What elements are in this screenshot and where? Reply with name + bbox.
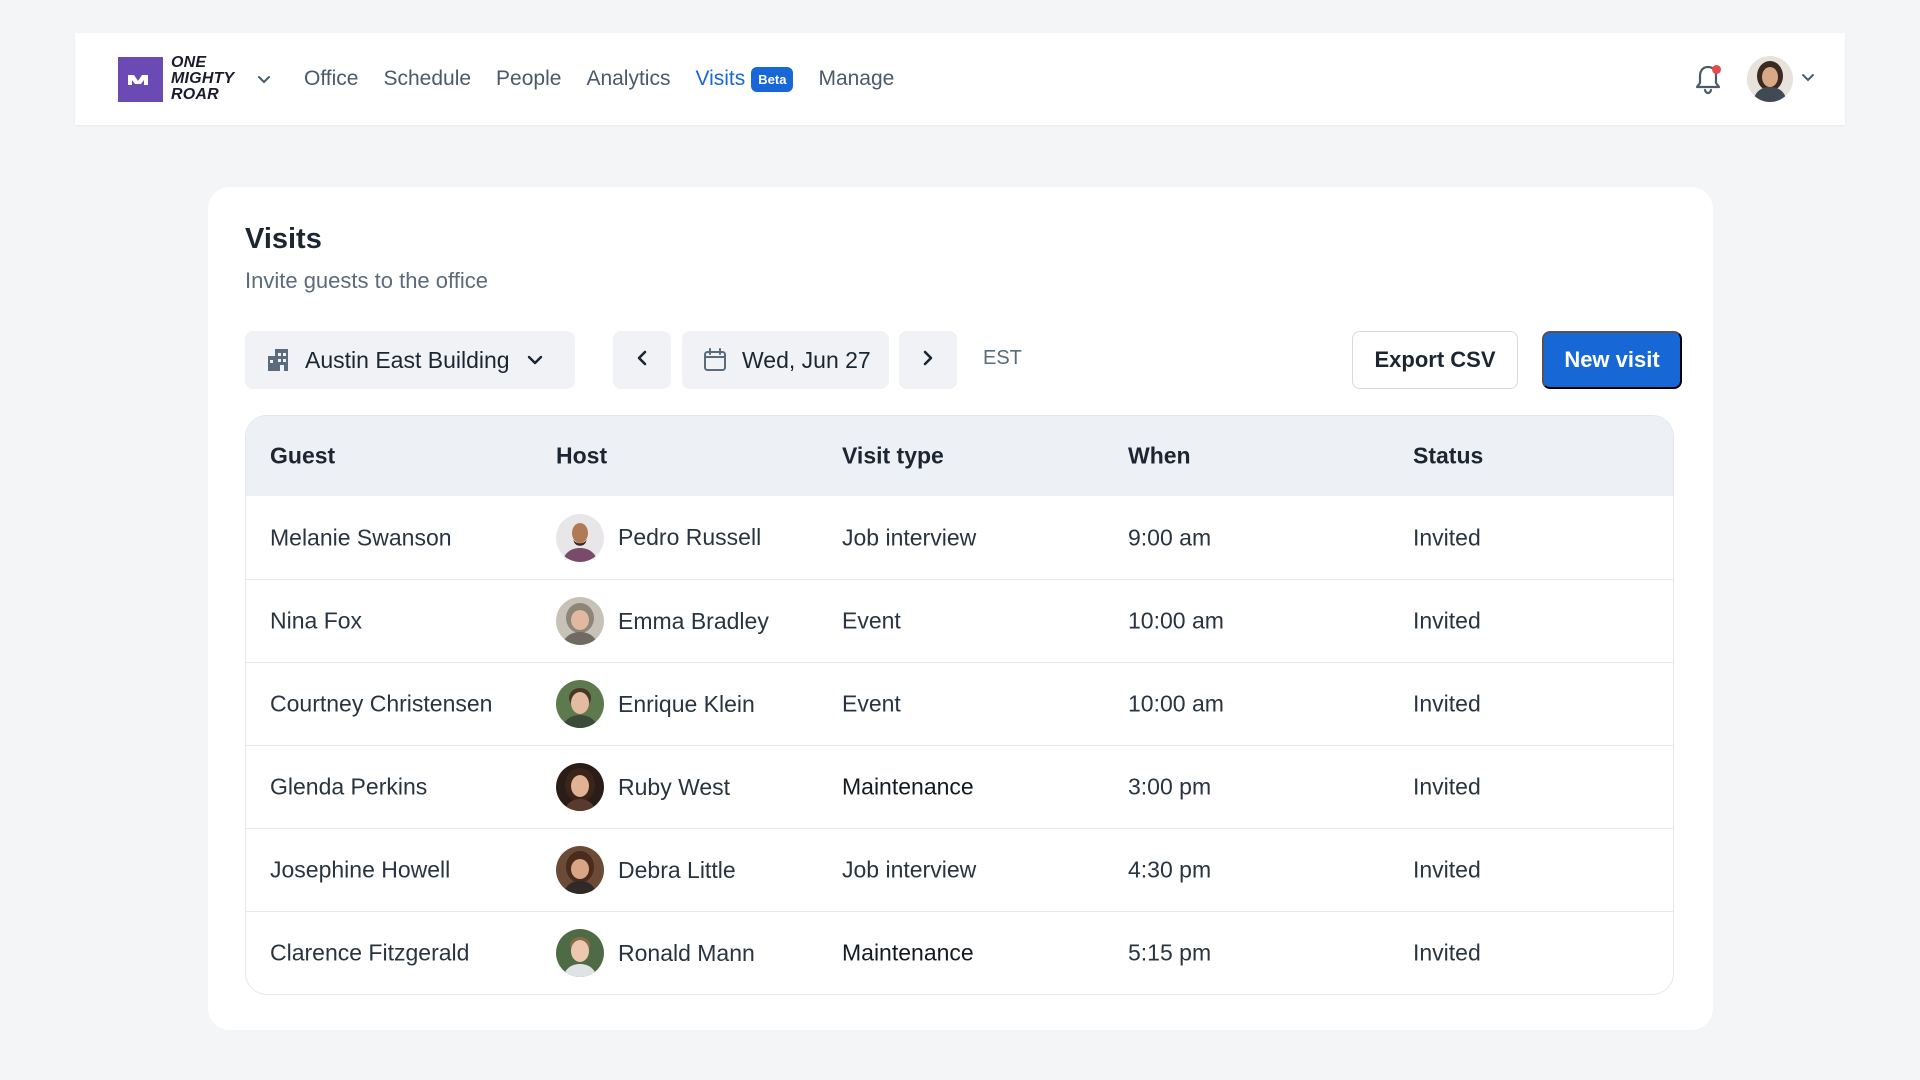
host-name: Debra Little [618, 856, 736, 883]
avatar [556, 763, 604, 811]
status-badge: Invited [1413, 856, 1481, 883]
column-header-when[interactable]: When [1128, 442, 1191, 469]
logo-wordmark: ONE MIGHTY ROAR [171, 54, 235, 103]
guest-name: Josephine Howell [270, 856, 451, 883]
nav-schedule[interactable]: Schedule [383, 67, 472, 90]
table-row[interactable]: Courtney Christensen Enrique Klein Event… [246, 662, 1673, 745]
status-badge: Invited [1413, 939, 1481, 966]
guest-name: Glenda Perkins [270, 773, 428, 800]
nav-analytics[interactable]: Analytics [586, 67, 671, 90]
date-value: Wed, Jun 27 [742, 346, 871, 373]
timezone-label: EST [983, 347, 1022, 369]
visits-toolbar: Austin East Building Wed, Jun 27 [245, 331, 1682, 389]
visits-card: Visits Invite guests to the office Austi… [208, 187, 1713, 1030]
visits-table: Guest Host Visit type When Status Melani… [245, 415, 1674, 995]
nav-people[interactable]: People [496, 67, 562, 90]
column-header-guest[interactable]: Guest [270, 442, 336, 469]
host-cell: Pedro Russell [556, 513, 762, 562]
calendar-icon [702, 347, 728, 373]
export-csv-button[interactable]: Export CSV [1352, 331, 1518, 389]
unread-dot [1712, 65, 1721, 74]
host-name: Pedro Russell [618, 524, 762, 550]
host-name: Ronald Mann [618, 939, 755, 966]
column-header-status[interactable]: Status [1413, 442, 1484, 469]
visit-time: 3:00 pm [1128, 773, 1212, 800]
visit-type: Job interview [842, 524, 977, 550]
visit-time: 10:00 am [1128, 607, 1224, 634]
visit-type: Event [842, 607, 901, 634]
guest-name: Melanie Swanson [270, 524, 452, 550]
visit-time: 10:00 am [1128, 690, 1224, 717]
column-header-host[interactable]: Host [556, 442, 608, 469]
host-cell: Debra Little [556, 846, 736, 894]
next-day-button[interactable] [899, 331, 957, 389]
visit-type: Event [842, 690, 901, 717]
building-icon [265, 347, 291, 373]
beta-badge: Beta [751, 66, 794, 92]
chevron-down-icon [526, 354, 544, 366]
status-badge: Invited [1413, 524, 1481, 550]
guest-name: Nina Fox [270, 607, 363, 634]
host-name: Emma Bradley [618, 607, 769, 634]
nav-office[interactable]: Office [304, 67, 359, 90]
table-header: Guest Host Visit type When Status [246, 416, 1673, 496]
table-row[interactable]: Josephine Howell Debra Little Job interv… [246, 828, 1673, 911]
user-area [1691, 56, 1815, 102]
visit-type: Job interview [842, 856, 977, 883]
column-header-visit-type[interactable]: Visit type [842, 442, 944, 469]
status-badge: Invited [1413, 607, 1481, 634]
guest-name: Courtney Christensen [270, 690, 493, 717]
visit-type: Maintenance [842, 773, 974, 800]
chevron-left-icon [635, 349, 649, 372]
host-cell: Ronald Mann [556, 929, 755, 977]
logo-mark-icon [118, 56, 163, 102]
visit-time: 4:30 pm [1128, 856, 1212, 883]
table-row[interactable]: Nina Fox Emma Bradley Event 10:00 am Inv… [246, 579, 1673, 662]
top-navigation-bar: ONE MIGHTY ROAR Office Schedule People A… [75, 33, 1845, 125]
bell-icon[interactable] [1691, 62, 1725, 96]
nav-manage[interactable]: Manage [818, 67, 895, 90]
page-title: Visits [245, 223, 322, 255]
nav-visits[interactable]: Visits Beta [695, 66, 794, 92]
chevron-right-icon [921, 349, 935, 372]
avatar [556, 680, 604, 728]
user-avatar[interactable] [1747, 56, 1793, 102]
table-row[interactable]: Glenda Perkins Ruby West Maintenance 3:0… [246, 745, 1673, 828]
guest-name: Clarence Fitzgerald [270, 939, 470, 966]
table-row[interactable]: Melanie Swanson Pedro Russell Job interv… [246, 496, 1673, 579]
host-name: Enrique Klein [618, 690, 755, 717]
previous-day-button[interactable] [613, 331, 671, 389]
chevron-down-icon[interactable] [1801, 70, 1815, 88]
chevron-down-icon[interactable] [257, 72, 271, 90]
main-nav: Office Schedule People Analytics Visits … [304, 66, 919, 92]
visit-time: 5:15 pm [1128, 939, 1212, 966]
status-badge: Invited [1413, 690, 1481, 717]
host-name: Ruby West [618, 773, 731, 800]
avatar [556, 846, 604, 894]
host-cell: Emma Bradley [556, 597, 769, 645]
page-subtitle: Invite guests to the office [245, 268, 488, 293]
building-select[interactable]: Austin East Building [245, 331, 575, 389]
avatar [556, 929, 604, 977]
date-picker[interactable]: Wed, Jun 27 [682, 331, 889, 389]
table-row[interactable]: Clarence Fitzgerald Ronald Mann Maintena… [246, 911, 1673, 994]
host-cell: Ruby West [556, 763, 730, 811]
avatar [556, 597, 604, 645]
new-visit-button[interactable]: New visit [1542, 331, 1682, 389]
building-select-value: Austin East Building [305, 346, 510, 373]
org-switcher[interactable]: ONE MIGHTY ROAR [118, 55, 271, 103]
host-cell: Enrique Klein [556, 680, 755, 728]
status-badge: Invited [1413, 773, 1481, 800]
visit-type: Maintenance [842, 939, 974, 966]
avatar [556, 513, 604, 562]
visit-time: 9:00 am [1128, 524, 1212, 550]
